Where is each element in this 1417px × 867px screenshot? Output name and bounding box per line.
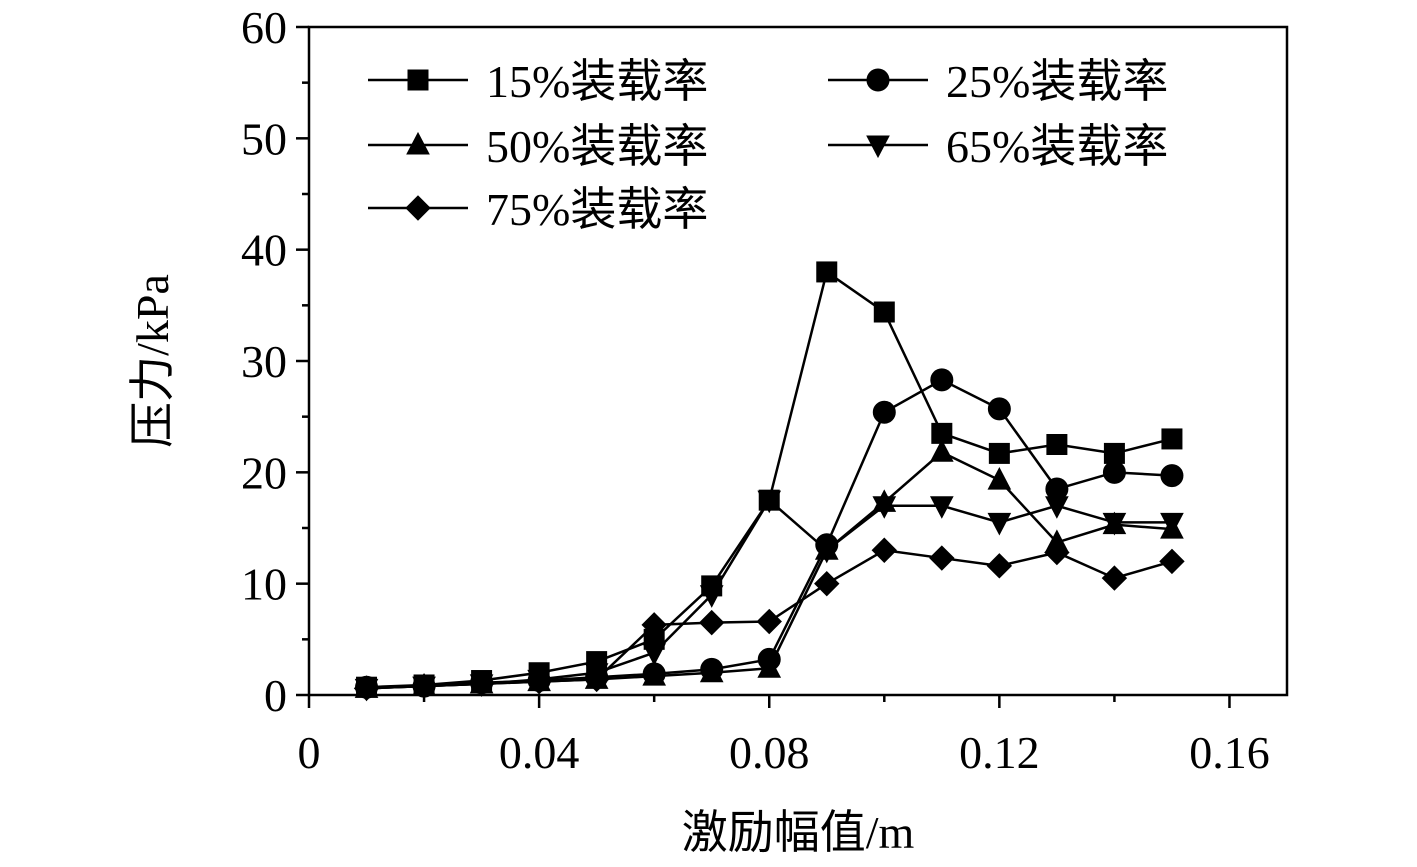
y-tick-label: 20 — [241, 447, 287, 498]
x-tick-label: 0 — [298, 727, 321, 778]
data-point — [872, 400, 896, 424]
data-point — [1044, 539, 1070, 566]
y-tick-label: 50 — [241, 113, 287, 164]
y-axis-title: 压力/kPa — [127, 274, 178, 448]
data-point — [583, 666, 610, 693]
data-point — [929, 545, 955, 571]
data-point — [1101, 565, 1128, 591]
legend-marker — [407, 69, 429, 91]
data-point — [757, 655, 782, 678]
legend: 15%装载率 25%装载率 50%装载率 65%装载率 75%装载率 — [368, 56, 1168, 235]
legend-item: 15%装载率 — [368, 56, 708, 107]
data-point — [871, 537, 898, 563]
legend-item: 25%装载率 — [828, 56, 1168, 107]
y-tick-label: 0 — [264, 670, 287, 721]
data-point — [987, 397, 1011, 421]
data-point — [1160, 512, 1184, 536]
y-tick-label: 30 — [241, 336, 287, 387]
x-tick-label: 0.08 — [729, 727, 810, 778]
data-point — [1045, 496, 1069, 519]
tick-labels: 0 10 20 30 40 50 60 0 0.04 0.08 0.12 0.16 — [241, 2, 1270, 778]
data-point — [641, 612, 667, 638]
x-tick-label: 0.12 — [959, 727, 1040, 778]
data-point — [988, 442, 1010, 464]
x-tick-label: 0.16 — [1189, 727, 1270, 778]
series-group — [353, 261, 1185, 702]
data-point — [1046, 434, 1068, 455]
data-point — [814, 570, 840, 597]
data-point — [698, 609, 725, 636]
legend-label: 65%装载率 — [946, 121, 1168, 172]
data-point — [986, 553, 1013, 579]
legend-label: 15%装载率 — [486, 56, 708, 107]
y-tick-label: 60 — [241, 2, 287, 53]
legend-item: 65%装载率 — [828, 121, 1168, 172]
data-point — [642, 662, 667, 686]
legend-label: 75%装载率 — [486, 184, 708, 235]
legend-label: 50%装载率 — [486, 121, 708, 172]
data-point — [642, 643, 667, 666]
data-point — [699, 659, 724, 683]
data-point — [1102, 460, 1126, 484]
data-point — [872, 496, 897, 519]
data-point — [987, 512, 1012, 536]
series-line — [366, 378, 1173, 689]
y-tick-label: 40 — [241, 225, 287, 276]
y-tick-label: 10 — [241, 559, 287, 610]
legend-marker — [866, 68, 890, 92]
data-point — [930, 368, 954, 392]
data-point — [756, 608, 782, 635]
data-point — [526, 668, 552, 695]
data-point — [1160, 464, 1184, 488]
data-point — [411, 673, 437, 699]
legend-label: 25%装载率 — [946, 56, 1168, 107]
data-point — [468, 671, 495, 697]
x-tick-label: 0.04 — [499, 727, 580, 778]
data-point — [1102, 512, 1127, 536]
data-point — [1159, 548, 1185, 575]
data-point — [757, 490, 782, 514]
legend-item: 75%装载率 — [368, 184, 708, 235]
x-axis-title: 激励幅值/m — [682, 807, 915, 858]
legend-marker — [405, 195, 431, 221]
data-point — [987, 467, 1012, 490]
legend-item: 50%装载率 — [368, 121, 708, 172]
legend-marker — [406, 131, 430, 155]
axis-ticks — [296, 25, 1231, 708]
data-point — [1161, 428, 1183, 450]
data-point — [1103, 442, 1125, 464]
data-point — [816, 261, 838, 283]
data-point — [873, 301, 895, 323]
data-point — [699, 585, 724, 608]
legend-marker — [866, 135, 890, 159]
data-point — [814, 540, 839, 564]
series-5 — [353, 537, 1185, 702]
data-point — [353, 675, 380, 702]
data-point — [929, 439, 954, 462]
data-point — [929, 496, 954, 519]
